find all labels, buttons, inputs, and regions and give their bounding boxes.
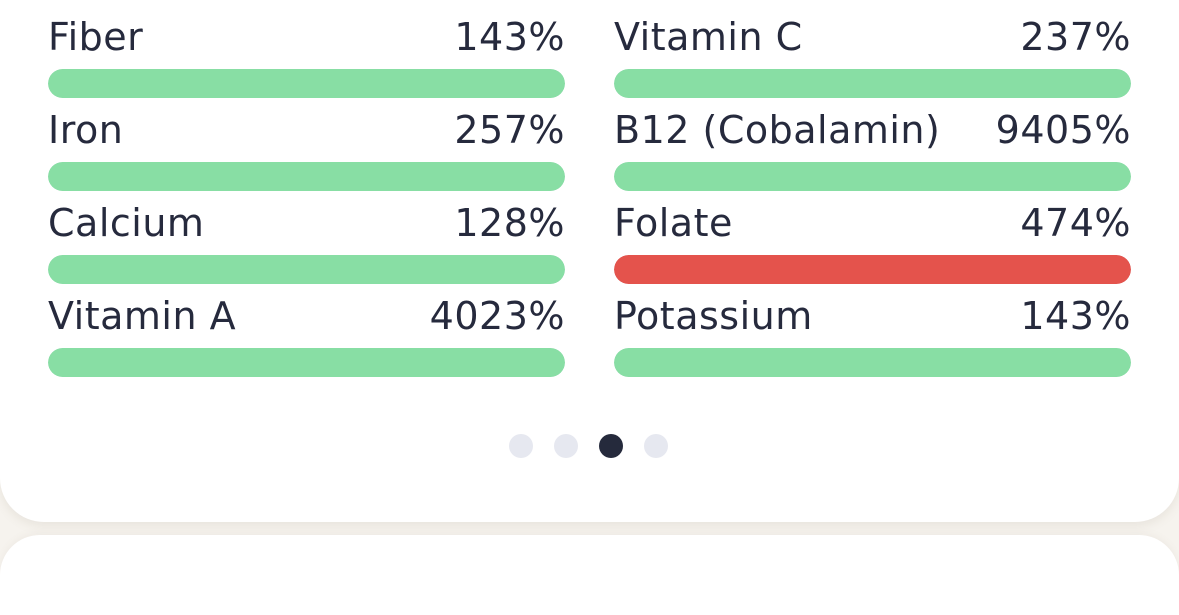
nutrient-card: Fiber 143% Vitamin C 237% Iron 257% xyxy=(0,0,1179,522)
nutrient-name: Potassium xyxy=(614,294,813,338)
progress-fill xyxy=(48,255,565,284)
nutrient-percent: 237% xyxy=(1020,15,1131,59)
nutrient-percent: 4023% xyxy=(429,294,565,338)
progress-bar xyxy=(614,348,1131,377)
progress-bar xyxy=(48,255,565,284)
nutrient-fiber: Fiber 143% xyxy=(48,14,565,98)
progress-fill xyxy=(614,348,1131,377)
progress-bar xyxy=(614,255,1131,284)
nutrient-percent: 128% xyxy=(454,201,565,245)
nutrient-calcium: Calcium 128% xyxy=(48,200,565,284)
nutrient-b12: B12 (Cobalamin) 9405% xyxy=(614,107,1131,191)
nutrient-percent: 9405% xyxy=(995,108,1131,152)
nutrient-grid: Fiber 143% Vitamin C 237% Iron 257% xyxy=(48,14,1131,377)
nutrient-folate: Folate 474% xyxy=(614,200,1131,284)
next-card xyxy=(0,535,1179,615)
progress-bar xyxy=(614,162,1131,191)
page-indicator xyxy=(509,434,668,458)
progress-bar xyxy=(48,162,565,191)
nutrient-name: Folate xyxy=(614,201,733,245)
nutrient-potassium: Potassium 143% xyxy=(614,293,1131,377)
nutrient-percent: 474% xyxy=(1020,201,1131,245)
progress-fill xyxy=(48,348,565,377)
page-dot[interactable] xyxy=(509,434,533,458)
nutrient-name: Vitamin A xyxy=(48,294,237,338)
nutrient-percent: 143% xyxy=(454,15,565,59)
nutrient-name: Iron xyxy=(48,108,124,152)
progress-fill xyxy=(48,162,565,191)
progress-bar xyxy=(48,69,565,98)
page-dot[interactable] xyxy=(554,434,578,458)
nutrient-percent: 143% xyxy=(1020,294,1131,338)
nutrient-name: Calcium xyxy=(48,201,205,245)
nutrient-vitamin-c: Vitamin C 237% xyxy=(614,14,1131,98)
progress-fill xyxy=(614,69,1131,98)
progress-bar xyxy=(614,69,1131,98)
nutrient-vitamin-a: Vitamin A 4023% xyxy=(48,293,565,377)
progress-fill xyxy=(614,255,1131,284)
progress-fill xyxy=(48,69,565,98)
progress-bar xyxy=(48,348,565,377)
progress-fill xyxy=(614,162,1131,191)
nutrient-name: B12 (Cobalamin) xyxy=(614,108,941,152)
page-dot-active[interactable] xyxy=(599,434,623,458)
page-dot[interactable] xyxy=(644,434,668,458)
nutrient-percent: 257% xyxy=(454,108,565,152)
nutrient-iron: Iron 257% xyxy=(48,107,565,191)
nutrient-name: Vitamin C xyxy=(614,15,803,59)
nutrient-name: Fiber xyxy=(48,15,144,59)
